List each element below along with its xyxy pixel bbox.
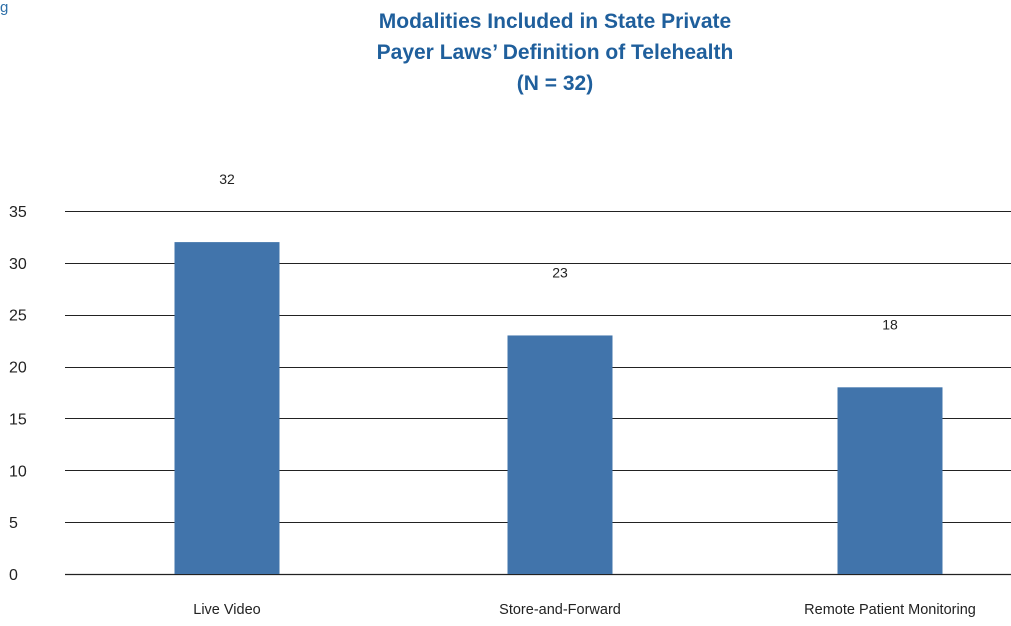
y-tick-label: 30 xyxy=(9,256,27,273)
x-category-label: Store-and-Forward xyxy=(499,602,621,618)
data-label: 32 xyxy=(219,171,235,187)
y-tick-label: 15 xyxy=(9,411,27,428)
y-tick-label: 25 xyxy=(9,308,27,325)
y-axis-tick-labels: 0 5 10 15 20 25 30 35 xyxy=(9,204,27,584)
x-axis-category-labels: Live Video Store-and-Forward Remote Patien… xyxy=(193,602,976,618)
bar-store-and-forward xyxy=(507,335,613,574)
bar-live-video xyxy=(174,242,280,574)
data-label: 23 xyxy=(552,264,568,280)
y-tick-label: 5 xyxy=(9,515,18,532)
y-tick-label: 10 xyxy=(9,463,27,480)
chart-title-line-1: Modalities Included in State Private xyxy=(378,10,732,33)
x-category-label: Live Video xyxy=(193,602,260,618)
x-category-label: Remote Patient Monitoring xyxy=(804,602,976,618)
data-labels: 32 23 18 xyxy=(219,171,898,332)
chart-title-line-2: Payer Laws’ Definition of Telehealth xyxy=(376,41,734,64)
data-label: 18 xyxy=(882,316,898,332)
chart-title-line-3: (N = 32) xyxy=(516,72,594,95)
y-tick-label: 0 xyxy=(9,567,18,584)
bar-remote-patient-monitoring xyxy=(837,387,943,574)
y-tick-label: 35 xyxy=(9,204,27,221)
bars xyxy=(174,242,943,574)
chart-title: Modalities Included in State Private Pay… xyxy=(240,6,870,99)
y-tick-label: 20 xyxy=(9,360,27,377)
cropped-heading-fragment: g xyxy=(0,0,9,16)
